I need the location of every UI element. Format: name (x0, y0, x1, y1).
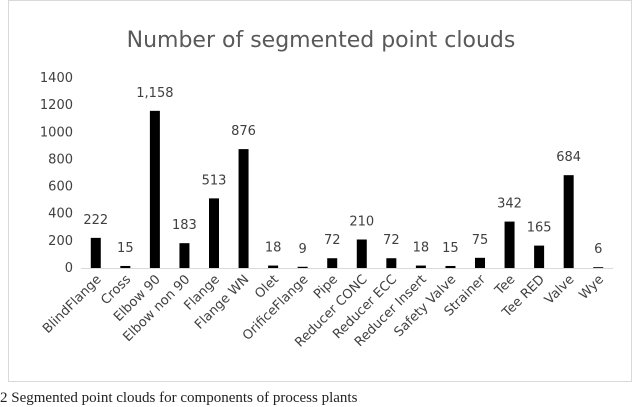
bar-12 (445, 265, 456, 268)
bar-16 (563, 175, 574, 268)
x-tick-label: Valve (542, 272, 577, 307)
data-label: 876 (231, 124, 256, 139)
bar-9 (356, 239, 367, 268)
bar-8 (327, 258, 338, 268)
bar-3 (179, 243, 190, 268)
bar-11 (415, 265, 426, 268)
data-label: 6 (594, 242, 602, 257)
y-tick-label: 800 (48, 152, 73, 167)
y-tick-label: 1400 (40, 71, 73, 86)
y-axis: 0 200 400 600 800 1000 1200 1400 (40, 71, 73, 276)
data-label: 15 (117, 241, 134, 256)
y-tick-label: 600 (48, 180, 73, 195)
data-label: 1,158 (136, 86, 173, 101)
bar-1 (120, 265, 131, 268)
bar-14 (504, 221, 515, 268)
data-label: 18 (413, 241, 430, 256)
data-label: 210 (349, 215, 374, 230)
bar-6 (268, 265, 279, 268)
bar-13 (475, 257, 485, 268)
data-label: 513 (202, 173, 227, 188)
bar-10 (386, 258, 397, 268)
bar-15 (534, 245, 545, 268)
bar-2 (149, 110, 160, 268)
bar-5 (238, 149, 249, 268)
data-label: 15 (442, 241, 459, 256)
y-tick-label: 1200 (40, 98, 73, 113)
figure-caption: 2 Segmented point clouds for components … (0, 390, 358, 406)
bar-4 (209, 198, 219, 268)
y-tick-label: 400 (48, 207, 73, 222)
data-label: 342 (497, 197, 522, 212)
data-label: 9 (299, 242, 307, 257)
data-label: 684 (556, 150, 581, 165)
data-label: 75 (472, 233, 489, 248)
data-label: 222 (83, 213, 108, 228)
data-label: 18 (265, 241, 282, 256)
x-tick-label: Wye (576, 272, 607, 303)
bars-group: 222 15 1,158 183 513 876 18 9 72 210 72 18 15 75 342 16… (83, 86, 604, 268)
y-tick-label: 1000 (40, 125, 73, 140)
y-tick-label: 0 (65, 261, 73, 276)
chart-frame: Number of segmented point clouds 0 200 400… (8, 0, 632, 382)
data-label: 72 (383, 233, 400, 248)
data-label: 72 (324, 233, 341, 248)
bar-7 (297, 266, 308, 268)
chart-title: Number of segmented point clouds (127, 28, 516, 53)
data-label: 165 (527, 221, 552, 236)
bar-17 (593, 267, 604, 268)
data-label: 183 (172, 218, 197, 233)
x-tick-label: BlindFlange (40, 272, 104, 336)
y-tick-label: 200 (48, 234, 73, 249)
bar-0 (90, 237, 101, 268)
bar-chart: Number of segmented point clouds 0 200 400… (40, 28, 613, 351)
